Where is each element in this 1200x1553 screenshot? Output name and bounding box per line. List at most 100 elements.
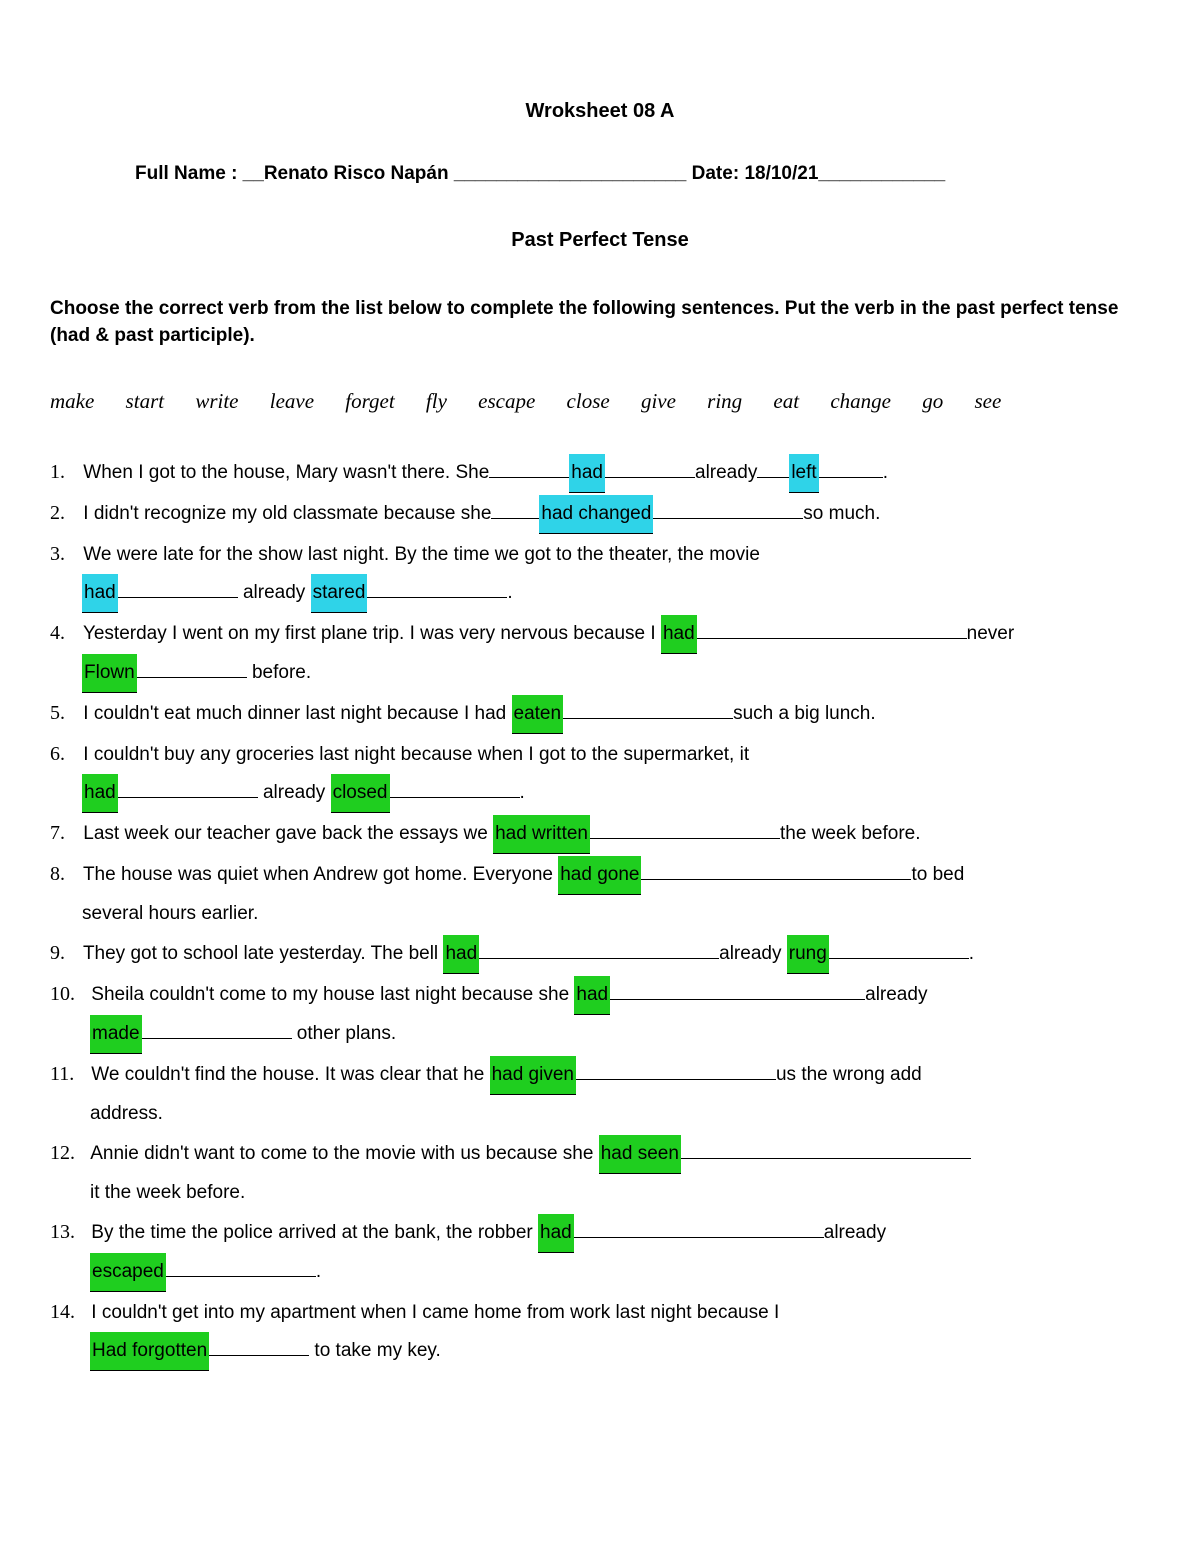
q5-text2: such a big lunch. xyxy=(733,703,876,724)
question-11-line2: address. xyxy=(90,1095,1150,1133)
question-13: 13. By the time the police arrived at th… xyxy=(50,1212,1150,1253)
q8-text3: several hours earlier. xyxy=(82,903,258,924)
q9-answer2: rung xyxy=(787,935,829,974)
question-1: 1. When I got to the house, Mary wasn't … xyxy=(50,452,1150,493)
blank xyxy=(118,597,238,598)
blank xyxy=(209,1355,309,1356)
worksheet-subtitle: Past Perfect Tense xyxy=(50,229,1150,252)
q9-number: 9. xyxy=(50,933,78,973)
blank xyxy=(166,1276,316,1277)
q13-answer1: had xyxy=(538,1214,574,1253)
q10-text1: Sheila couldn't come to my house last ni… xyxy=(91,984,574,1005)
q7-text2: the week before. xyxy=(780,823,920,844)
question-10-line2: made other plans. xyxy=(90,1015,1150,1054)
q13-text2: already xyxy=(824,1222,886,1243)
blank xyxy=(479,958,719,959)
q14-answer1: Had forgotten xyxy=(90,1332,209,1371)
q4-number: 4. xyxy=(50,613,78,653)
instructions: Choose the correct verb from the list be… xyxy=(50,296,1150,349)
q3-answer2: stared xyxy=(311,574,368,613)
question-8: 8. The house was quiet when Andrew got h… xyxy=(50,854,1150,895)
q7-number: 7. xyxy=(50,813,78,853)
blank xyxy=(576,1079,776,1080)
date-label: Date: xyxy=(686,163,744,184)
blank xyxy=(653,518,803,519)
q5-text1: I couldn't eat much dinner last night be… xyxy=(83,703,511,724)
question-13-line2: escaped. xyxy=(90,1253,1150,1292)
question-8-line2: several hours earlier. xyxy=(82,895,1150,933)
q8-text2: to bed xyxy=(911,864,964,885)
q11-number: 11. xyxy=(50,1054,86,1094)
question-7: 7. Last week our teacher gave back the e… xyxy=(50,813,1150,854)
q10-number: 10. xyxy=(50,974,86,1014)
q8-answer1: had gone xyxy=(558,856,641,895)
q1-answer1: had xyxy=(569,454,605,493)
question-14: 14. I couldn't get into my apartment whe… xyxy=(50,1292,1150,1332)
q9-text1: They got to school late yesterday. The b… xyxy=(83,943,444,964)
blank xyxy=(118,797,258,798)
question-12-line2: it the week before. xyxy=(90,1174,1150,1212)
question-12: 12. Annie didn't want to come to the mov… xyxy=(50,1133,1150,1174)
q8-text1: The house was quiet when Andrew got home… xyxy=(83,864,558,885)
q2-text1: I didn't recognize my old classmate beca… xyxy=(83,503,491,524)
q6-answer1: had xyxy=(82,774,118,813)
question-4: 4. Yesterday I went on my first plane tr… xyxy=(50,613,1150,654)
q11-text2: us the wrong add xyxy=(776,1064,922,1085)
q1-text2: already xyxy=(695,462,757,483)
q1-number: 1. xyxy=(50,452,78,492)
q3-answer1: had xyxy=(82,574,118,613)
q14-text1: I couldn't get into my apartment when I … xyxy=(91,1302,779,1323)
q13-text1: By the time the police arrived at the ba… xyxy=(91,1222,538,1243)
question-6-line2: had already closed. xyxy=(82,774,1150,813)
blank xyxy=(819,477,883,478)
q3-number: 3. xyxy=(50,534,78,574)
question-3-line2: had already stared. xyxy=(82,574,1150,613)
blank xyxy=(681,1158,971,1159)
q6-text1: I couldn't buy any groceries last night … xyxy=(83,744,749,765)
questions-list: 1. When I got to the house, Mary wasn't … xyxy=(50,452,1150,1371)
blank xyxy=(829,958,969,959)
q12-answer1: had seen xyxy=(599,1135,681,1174)
q3-text3: . xyxy=(507,582,512,603)
q6-number: 6. xyxy=(50,734,78,774)
fullname-value: Renato Risco Napán xyxy=(264,163,449,184)
q7-answer1: had written xyxy=(493,815,590,854)
q13-number: 13. xyxy=(50,1212,86,1252)
blank xyxy=(590,838,780,839)
q5-number: 5. xyxy=(50,693,78,733)
question-11: 11. We couldn't find the house. It was c… xyxy=(50,1054,1150,1095)
blank xyxy=(137,677,247,678)
blank xyxy=(605,477,695,478)
q14-number: 14. xyxy=(50,1292,86,1332)
blank xyxy=(491,518,539,519)
q10-answer2: made xyxy=(90,1015,142,1054)
q13-text3: . xyxy=(316,1261,321,1282)
q2-text2: so much. xyxy=(803,503,880,524)
q1-answer2: left xyxy=(789,454,818,493)
q13-answer2: escaped xyxy=(90,1253,166,1292)
blank xyxy=(641,879,911,880)
question-5: 5. I couldn't eat much dinner last night… xyxy=(50,693,1150,734)
q7-text1: Last week our teacher gave back the essa… xyxy=(83,823,493,844)
q9-text2: already xyxy=(719,943,787,964)
post-date-underline: ____________ xyxy=(818,163,945,184)
blank xyxy=(142,1038,292,1039)
blank xyxy=(697,638,967,639)
q1-text1: When I got to the house, Mary wasn't the… xyxy=(83,462,489,483)
fullname-label: Full Name : __ xyxy=(135,163,264,184)
question-4-line2: Flown before. xyxy=(82,654,1150,693)
blank xyxy=(489,477,569,478)
q6-text2: already xyxy=(258,782,331,803)
question-2: 2. I didn't recognize my old classmate b… xyxy=(50,493,1150,534)
q4-text2: never xyxy=(967,623,1015,644)
question-6: 6. I couldn't buy any groceries last nig… xyxy=(50,734,1150,774)
blank xyxy=(367,597,507,598)
q4-answer1: had xyxy=(661,615,697,654)
q1-text3: . xyxy=(883,462,888,483)
question-3: 3. We were late for the show last night.… xyxy=(50,534,1150,574)
blank xyxy=(757,477,789,478)
q12-text2: it the week before. xyxy=(90,1182,245,1203)
question-9: 9. They got to school late yesterday. Th… xyxy=(50,933,1150,974)
q3-text1: We were late for the show last night. By… xyxy=(83,544,760,565)
worksheet-title: Wroksheet 08 A xyxy=(50,100,1150,123)
